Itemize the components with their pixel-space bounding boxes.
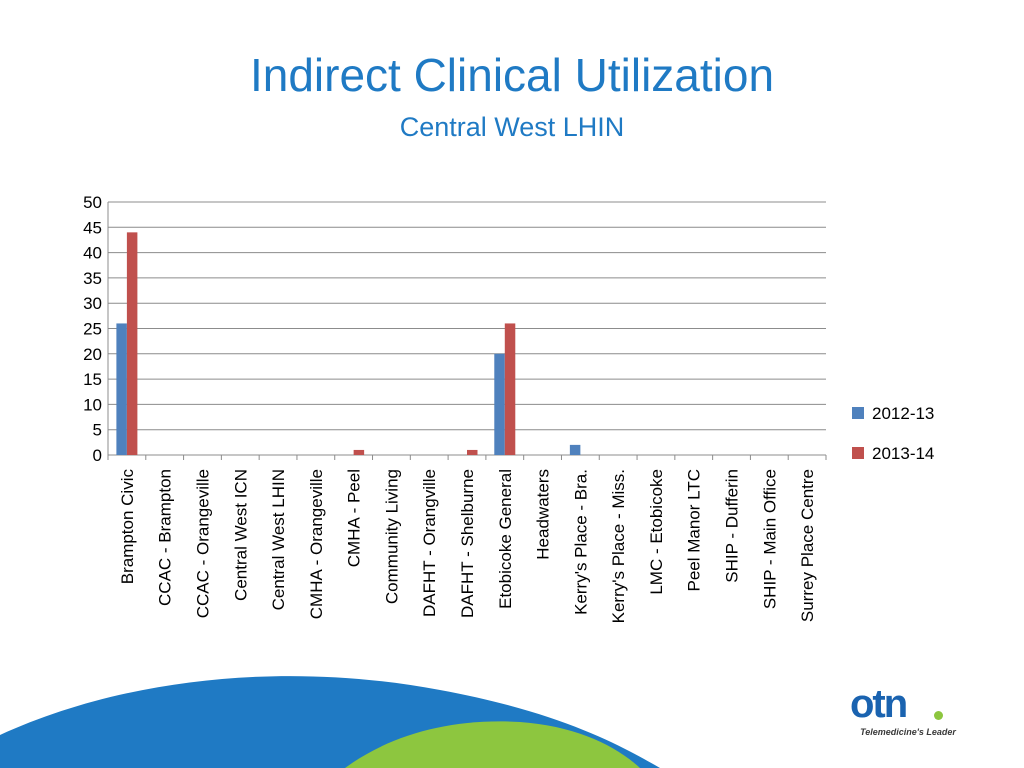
bar-2012-13-etobicoke-general (494, 353, 505, 455)
y-axis-tick-labels: 0 5 10 15 20 25 30 35 40 45 50 (83, 193, 102, 465)
bar-2013-14-etobicoke-general (504, 323, 516, 455)
category-label: Central West ICN (231, 469, 250, 601)
y-tick-label: 15 (83, 370, 102, 389)
y-tick-label: 40 (83, 244, 102, 263)
category-label: Surrey Place Centre (798, 469, 817, 622)
y-tick-label: 50 (83, 193, 102, 212)
y-tick-label: 30 (83, 294, 102, 313)
logo-mark: otn (850, 682, 908, 726)
bar-2013-14-dafht-shelburne (467, 449, 478, 455)
category-label: Etobicoke General (496, 469, 515, 609)
bar-2012-13-kerry-s-place-bra- (569, 444, 581, 455)
category-label: CMHA - Peel (345, 469, 364, 567)
y-tick-label: 20 (83, 345, 102, 364)
category-label: Peel Manor LTC (685, 469, 704, 592)
y-tick-label: 35 (83, 269, 102, 288)
x-axis-category-labels: Brampton Civic CCAC - Brampton CCAC - Oran… (118, 469, 817, 624)
category-label: SHIP - Dufferin (723, 469, 742, 583)
bars (116, 232, 581, 455)
y-tick-label: 5 (93, 421, 102, 440)
category-label: CCAC - Orangeville (193, 469, 212, 618)
y-tick-label: 45 (83, 218, 102, 237)
otn-logo: otn Telemedicine's Leader (848, 684, 968, 744)
y-tick-label: 25 (83, 320, 102, 339)
logo-dot (934, 711, 943, 720)
y-tick-label: 0 (93, 446, 102, 465)
bar-2013-14-cmha-peel (353, 449, 365, 455)
bar-2013-14-brampton-civic (126, 232, 138, 455)
category-label: CMHA - Orangeville (307, 469, 326, 619)
category-label: Headwaters (534, 469, 553, 560)
category-label: DAFHT - Shelburne (458, 469, 477, 618)
y-tick-label: 10 (83, 395, 102, 414)
category-label: LMC - Etobicoke (647, 469, 666, 595)
legend-swatch (852, 447, 864, 459)
category-label: CCAC - Brampton (156, 469, 175, 606)
slide-subtitle: Central West LHIN (399, 112, 625, 142)
category-label: Kerry's Place - Miss. (609, 469, 628, 623)
legend-swatch (852, 407, 864, 419)
green-wave-decoration (345, 721, 640, 768)
category-label: Central West LHIN (269, 469, 288, 610)
slide-title: Indirect Clinical Utilization (249, 49, 775, 101)
category-label: Brampton Civic (118, 469, 137, 585)
category-label: SHIP - Main Office (760, 469, 779, 609)
legend-label: 2012-13 (872, 404, 934, 423)
logo-tagline: Telemedicine's Leader (860, 727, 956, 737)
category-label: DAFHT - Orangville (420, 469, 439, 617)
legend-label: 2013-14 (872, 444, 934, 463)
gridlines (107, 201, 827, 460)
category-label: Community Living (382, 469, 401, 604)
legend: 2012-13 2013-14 (852, 404, 934, 463)
category-label: Kerry's Place - Bra. (571, 469, 590, 615)
bar-2012-13-brampton-civic (116, 323, 127, 455)
